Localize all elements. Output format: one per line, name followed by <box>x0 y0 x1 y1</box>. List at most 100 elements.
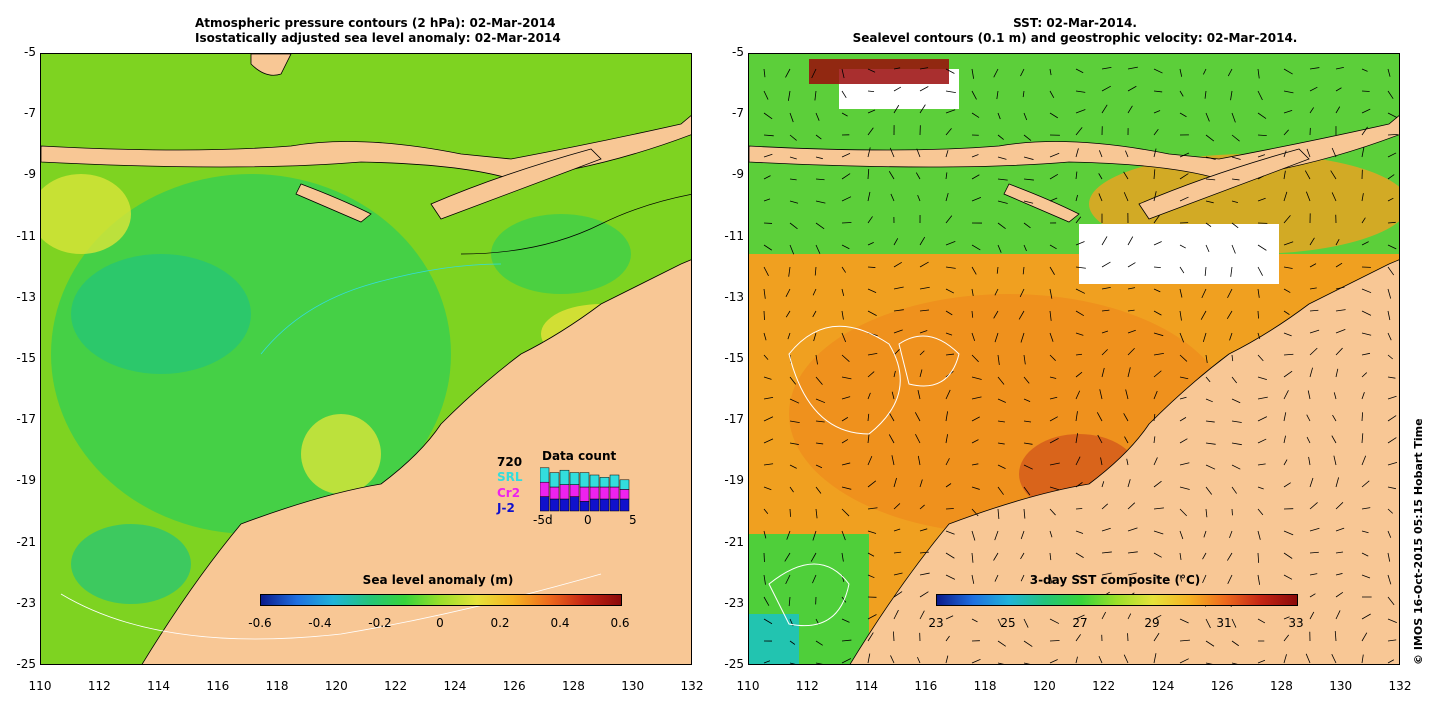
velocity-arrow <box>787 90 791 101</box>
velocity-arrow <box>1153 332 1164 337</box>
velocity-arrow <box>1124 436 1129 444</box>
velocity-arrow <box>1075 310 1085 317</box>
velocity-arrow <box>919 591 929 598</box>
velocity-arrow <box>841 376 852 380</box>
velocity-arrow <box>1023 134 1032 141</box>
velocity-arrow <box>1202 68 1207 75</box>
inset-bar-srl <box>549 472 560 488</box>
velocity-arrow <box>1257 574 1261 585</box>
velocity-arrow <box>1202 332 1207 343</box>
velocity-arrow <box>945 310 953 316</box>
velocity-arrow <box>1127 66 1138 70</box>
velocity-arrow <box>867 266 876 268</box>
velocity-arrow <box>1257 396 1268 400</box>
velocity-arrow <box>1387 415 1397 422</box>
right-x-tick-label: 122 <box>1092 679 1116 693</box>
sla-sumba-island <box>295 183 372 223</box>
velocity-arrow <box>888 171 895 180</box>
velocity-arrow <box>945 635 950 642</box>
sla-colorbar-label: 0.4 <box>550 616 570 630</box>
velocity-arrow <box>1127 329 1136 334</box>
velocity-arrow <box>1257 486 1264 490</box>
velocity-arrow <box>1205 112 1210 122</box>
velocity-arrow <box>945 615 954 620</box>
velocity-arrow <box>1309 67 1320 70</box>
velocity-arrow <box>1127 613 1132 620</box>
velocity-arrow <box>1227 552 1233 561</box>
velocity-arrow <box>919 551 929 554</box>
velocity-arrow <box>1097 434 1103 444</box>
velocity-arrow <box>1335 309 1346 312</box>
velocity-arrow <box>1023 200 1034 204</box>
sla-low-anomaly-core <box>71 254 251 374</box>
velocity-arrow <box>1283 574 1293 580</box>
velocity-arrow <box>1126 458 1129 466</box>
velocity-arrow <box>1205 508 1208 518</box>
data-count-title: Data count <box>542 449 617 463</box>
velocity-arrow <box>763 288 766 299</box>
velocity-arrow <box>1387 174 1395 180</box>
inset-bar-srl <box>619 479 630 490</box>
velocity-arrow <box>1179 266 1185 274</box>
velocity-arrow <box>1023 486 1031 496</box>
velocity-arrow <box>763 618 773 625</box>
velocity-arrow <box>1153 574 1161 579</box>
velocity-arrow <box>919 104 926 114</box>
velocity-arrow <box>763 596 770 606</box>
velocity-arrow <box>867 413 870 422</box>
velocity-arrow <box>1387 112 1398 118</box>
velocity-arrow <box>1127 367 1131 378</box>
velocity-arrow <box>1205 354 1208 364</box>
velocity-arrow <box>1361 90 1370 92</box>
velocity-arrow <box>815 464 823 469</box>
velocity-arrow <box>1049 396 1058 400</box>
velocity-arrow <box>867 147 871 158</box>
sst-colorbar-label: 25 <box>1000 616 1016 630</box>
velocity-arrow <box>1335 368 1339 378</box>
sst-map-graphic <box>749 54 1399 664</box>
velocity-arrow <box>1153 370 1162 378</box>
velocity-arrow <box>971 197 982 202</box>
velocity-arrow <box>1335 551 1344 554</box>
velocity-arrow <box>1205 486 1213 495</box>
right-x-tick-label: 118 <box>973 679 997 693</box>
velocity-arrow <box>1227 574 1233 584</box>
velocity-arrow <box>1100 457 1103 466</box>
sst-map <box>748 53 1400 665</box>
inset-bar-cr2 <box>569 484 580 497</box>
velocity-arrow <box>1309 107 1315 114</box>
velocity-arrow <box>1205 420 1215 423</box>
sla-colorbar-label: -0.6 <box>248 616 272 630</box>
velocity-arrow <box>1179 658 1189 664</box>
velocity-arrow <box>1075 194 1078 202</box>
velocity-arrow <box>815 662 823 664</box>
velocity-arrow <box>1023 112 1028 121</box>
velocity-arrow <box>1226 310 1233 320</box>
right-x-tick-label: 110 <box>736 679 760 693</box>
velocity-arrow <box>1205 222 1212 227</box>
velocity-arrow <box>1361 392 1365 400</box>
imos-credit: © IMOS 16-Oct-2015 05:15 Hobart Time <box>1410 400 1430 670</box>
velocity-arrow <box>1098 173 1103 180</box>
velocity-arrow <box>1229 530 1233 539</box>
velocity-arrow <box>1049 152 1060 158</box>
sla-colorbar-title: Sea level anomaly (m) <box>362 573 514 587</box>
velocity-arrow <box>811 68 817 79</box>
velocity-arrow <box>945 655 949 664</box>
velocity-arrow <box>1127 347 1135 356</box>
velocity-arrow <box>763 354 769 360</box>
velocity-arrow <box>971 174 980 180</box>
velocity-arrow <box>945 389 951 400</box>
velocity-arrow <box>971 508 979 517</box>
velocity-arrow <box>1075 614 1085 620</box>
velocity-arrow <box>1127 572 1137 576</box>
velocity-arrow <box>1309 263 1317 268</box>
velocity-arrow <box>1283 288 1291 293</box>
velocity-arrow <box>789 640 796 645</box>
velocity-arrow <box>1049 574 1053 584</box>
velocity-arrow <box>971 112 980 118</box>
left-x-tick-label: 128 <box>562 679 585 693</box>
velocity-arrow <box>841 658 852 664</box>
velocity-arrow <box>1387 221 1396 224</box>
sla-high-anomaly-west <box>41 174 131 254</box>
